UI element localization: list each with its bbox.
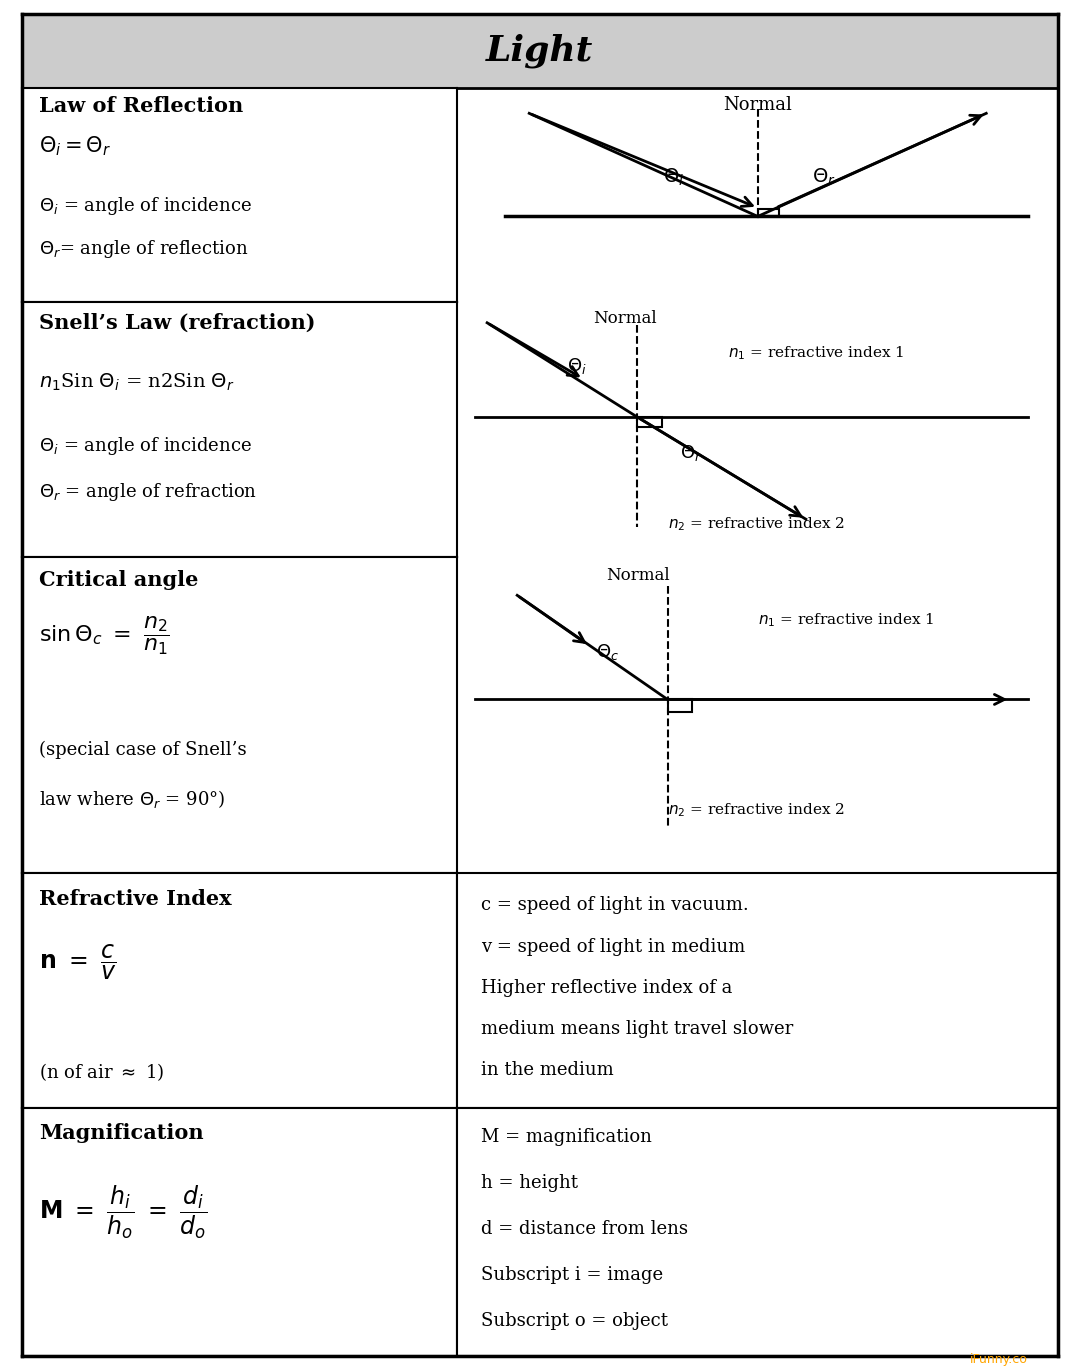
Text: $\Theta_r$: $\Theta_r$ bbox=[680, 443, 703, 463]
Text: medium means light travel slower: medium means light travel slower bbox=[481, 1019, 794, 1038]
Text: law where $\Theta_r$ = 90°): law where $\Theta_r$ = 90°) bbox=[39, 788, 226, 810]
Text: c = speed of light in vacuum.: c = speed of light in vacuum. bbox=[481, 896, 748, 914]
Bar bbox=[758, 208, 779, 216]
Text: (special case of Snell’s: (special case of Snell’s bbox=[39, 740, 246, 759]
Text: h = height: h = height bbox=[481, 1174, 578, 1192]
Text: M = magnification: M = magnification bbox=[481, 1128, 652, 1145]
Text: $\Theta_i = \Theta_r$: $\Theta_i = \Theta_r$ bbox=[39, 134, 111, 159]
Text: Subscript o = object: Subscript o = object bbox=[481, 1311, 669, 1330]
Text: Subscript i = image: Subscript i = image bbox=[481, 1266, 663, 1284]
Text: Normal: Normal bbox=[724, 96, 792, 114]
Text: $n_1$ = refractive index 1: $n_1$ = refractive index 1 bbox=[728, 344, 904, 362]
Text: Refractive Index: Refractive Index bbox=[39, 889, 231, 910]
Text: $\Theta_i$: $\Theta_i$ bbox=[567, 356, 588, 377]
Text: $n_1$ = refractive index 1: $n_1$ = refractive index 1 bbox=[758, 612, 934, 629]
Text: $\mathbf{M}\ =\ \dfrac{h_i}{h_o}\ =\ \dfrac{d_i}{d_o}$: $\mathbf{M}\ =\ \dfrac{h_i}{h_o}\ =\ \df… bbox=[39, 1184, 207, 1241]
Text: Normal: Normal bbox=[594, 310, 658, 327]
Text: Critical angle: Critical angle bbox=[39, 570, 199, 590]
Text: $\Theta_i$ = angle of incidence: $\Theta_i$ = angle of incidence bbox=[39, 195, 252, 216]
Text: $\mathbf{n}\ =\ \dfrac{c}{v}$: $\mathbf{n}\ =\ \dfrac{c}{v}$ bbox=[39, 943, 117, 982]
Text: iFunny.co: iFunny.co bbox=[970, 1354, 1027, 1366]
Text: Magnification: Magnification bbox=[39, 1123, 204, 1143]
Text: in the medium: in the medium bbox=[481, 1060, 613, 1080]
Text: $n_1$Sin $\Theta_i$ = n2Sin $\Theta_r$: $n_1$Sin $\Theta_i$ = n2Sin $\Theta_r$ bbox=[39, 371, 234, 393]
Text: $\Theta_c$: $\Theta_c$ bbox=[596, 643, 619, 662]
Text: Light: Light bbox=[486, 33, 594, 68]
Text: $\Theta_r$ = angle of refraction: $\Theta_r$ = angle of refraction bbox=[39, 481, 257, 503]
Text: v = speed of light in medium: v = speed of light in medium bbox=[481, 937, 745, 956]
Text: (n of air $\approx$ 1): (n of air $\approx$ 1) bbox=[39, 1060, 164, 1082]
Text: Higher reflective index of a: Higher reflective index of a bbox=[481, 978, 732, 997]
Text: $n_2$ = refractive index 2: $n_2$ = refractive index 2 bbox=[667, 515, 845, 533]
Text: $\Theta_r$= angle of reflection: $\Theta_r$= angle of reflection bbox=[39, 238, 248, 260]
Text: $\Theta_i$ = angle of incidence: $\Theta_i$ = angle of incidence bbox=[39, 436, 252, 458]
Text: Normal: Normal bbox=[606, 567, 670, 584]
Text: $\Theta_i$: $\Theta_i$ bbox=[663, 167, 684, 189]
Text: Snell’s Law (refraction): Snell’s Law (refraction) bbox=[39, 312, 315, 333]
Bar bbox=[637, 416, 662, 427]
Text: $\Theta_r$: $\Theta_r$ bbox=[812, 167, 836, 189]
Text: $n_2$ = refractive index 2: $n_2$ = refractive index 2 bbox=[667, 801, 845, 819]
Bar bbox=[667, 700, 691, 712]
Text: $\sin\Theta_c\ =\ \dfrac{n_2}{n_1}$: $\sin\Theta_c\ =\ \dfrac{n_2}{n_1}$ bbox=[39, 615, 170, 658]
Text: d = distance from lens: d = distance from lens bbox=[481, 1219, 688, 1237]
Text: Law of Reflection: Law of Reflection bbox=[39, 96, 243, 116]
